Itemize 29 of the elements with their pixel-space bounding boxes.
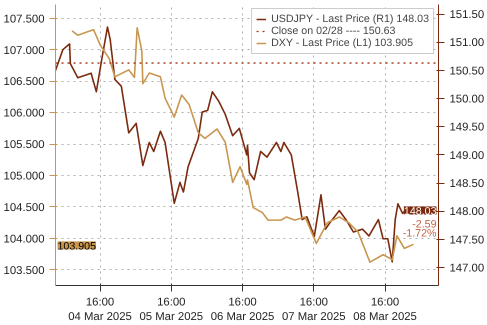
y-tick-label: 105.000 [4,170,45,182]
y-tick-label: 105.500 [4,139,45,152]
legend-label: DXY - Last Price (L1) 103.905 [271,37,414,49]
y-tick-label: 104.000 [4,233,45,246]
y2-tick-label: 151.50 [450,9,484,22]
y2-tick-label: 148.00 [450,206,484,218]
y2-tick-label: 148.50 [450,178,484,190]
annotation: 103.905 [58,240,96,252]
x-tick-label: 16:00 07 Mar 2025 [282,296,346,323]
legend-label: USDJPY - Last Price (R1) 148.03 [271,13,429,25]
annotation: 148.03 [404,205,437,218]
y-tick-label: 106.000 [4,108,45,120]
y-tick-label: 103.500 [4,264,45,277]
y2-tick-label: 151.00 [450,37,484,50]
x-tick-label: 16:00 06 Mar 2025 [210,296,274,323]
y-tick-label: 107.500 [4,13,45,26]
y-tick-label: 104.500 [4,202,45,214]
legend-label: Close on 02/28 ---- 150.63 [271,25,396,37]
x-tick-label: 16:00 04 Mar 2025 [68,296,132,323]
y-tick-label: 107.000 [4,44,45,57]
y2-tick-label: 147.00 [450,262,484,274]
x-tick-label: 16:00 05 Mar 2025 [139,296,204,323]
y2-tick-label: 149.50 [450,122,484,134]
y2-tick-label: 150.50 [450,65,484,78]
y2-tick-label: 147.50 [450,234,484,246]
x-tick-label: 16:00 08 Mar 2025 [353,296,417,323]
y2-tick-label: 150.00 [450,94,484,106]
y-tick-label: 106.500 [4,76,45,88]
y2-tick-label: 149.00 [450,150,484,162]
